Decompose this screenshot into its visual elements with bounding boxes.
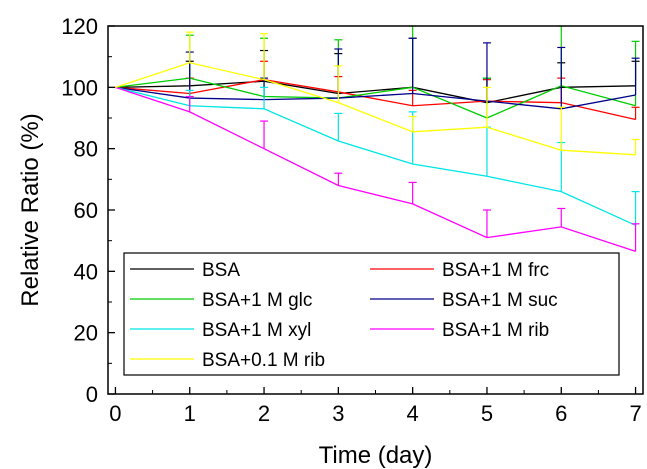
y-tick-label: 60 xyxy=(74,198,98,223)
x-axis-title: Time (day) xyxy=(319,442,433,469)
x-tick-label: 5 xyxy=(481,401,493,426)
legend-label: BSA+1 M glc xyxy=(202,290,312,311)
legend-label: BSA+1 M frc xyxy=(442,260,549,281)
x-tick-label: 0 xyxy=(109,401,121,426)
y-axis-title: Relative Ratio (%) xyxy=(17,113,44,306)
legend-item-6: BSA+0.1 M rib xyxy=(130,350,325,371)
series-line-4 xyxy=(115,86,636,226)
y-tick-label: 80 xyxy=(74,137,98,162)
x-tick-label: 6 xyxy=(555,401,567,426)
legend-label: BSA xyxy=(202,260,240,281)
series-line-2 xyxy=(115,77,636,119)
legend-box xyxy=(123,252,620,376)
x-tick-label: 3 xyxy=(332,401,344,426)
series-6 xyxy=(115,31,640,156)
x-tick-label: 4 xyxy=(407,401,419,426)
y-tick-label: 0 xyxy=(86,382,98,407)
ticks-layer: 0 1 2 3 4 5 6 7 0 20 40 60 80 100 120 xyxy=(61,14,641,426)
series-layer xyxy=(115,25,640,253)
legend-item-2: BSA+1 M glc xyxy=(130,290,312,311)
series-line-1 xyxy=(115,79,636,121)
legend-label: BSA+1 M rib xyxy=(442,320,549,341)
legend-label: BSA+1 M xyl xyxy=(202,320,311,341)
legend-label: BSA+0.1 M rib xyxy=(202,350,325,371)
legend-item-1: BSA+1 M frc xyxy=(370,260,549,281)
series-line-5 xyxy=(115,86,636,253)
x-tick-label: 1 xyxy=(184,401,196,426)
legend-label: BSA+1 M suc xyxy=(442,290,558,311)
legend-item-3: BSA+1 M suc xyxy=(370,290,558,311)
y-tick-label: 20 xyxy=(74,321,98,346)
series-line-0 xyxy=(115,80,636,104)
y-tick-label: 40 xyxy=(74,259,98,284)
series-3 xyxy=(115,37,640,110)
legend: BSA BSA+1 M frc BSA+1 M glc BSA+1 M suc BSA+… xyxy=(123,252,620,376)
legend-item-5: BSA+1 M rib xyxy=(370,320,549,341)
y-tick-label: 120 xyxy=(61,14,98,39)
legend-item-4: BSA+1 M xyl xyxy=(130,320,311,341)
x-tick-label: 7 xyxy=(629,401,641,426)
legend-item-0: BSA xyxy=(130,260,240,281)
series-5 xyxy=(115,86,640,253)
series-line-3 xyxy=(115,86,636,110)
series-line-6 xyxy=(115,62,636,156)
x-tick-label: 2 xyxy=(258,401,270,426)
y-tick-label: 100 xyxy=(61,75,98,100)
